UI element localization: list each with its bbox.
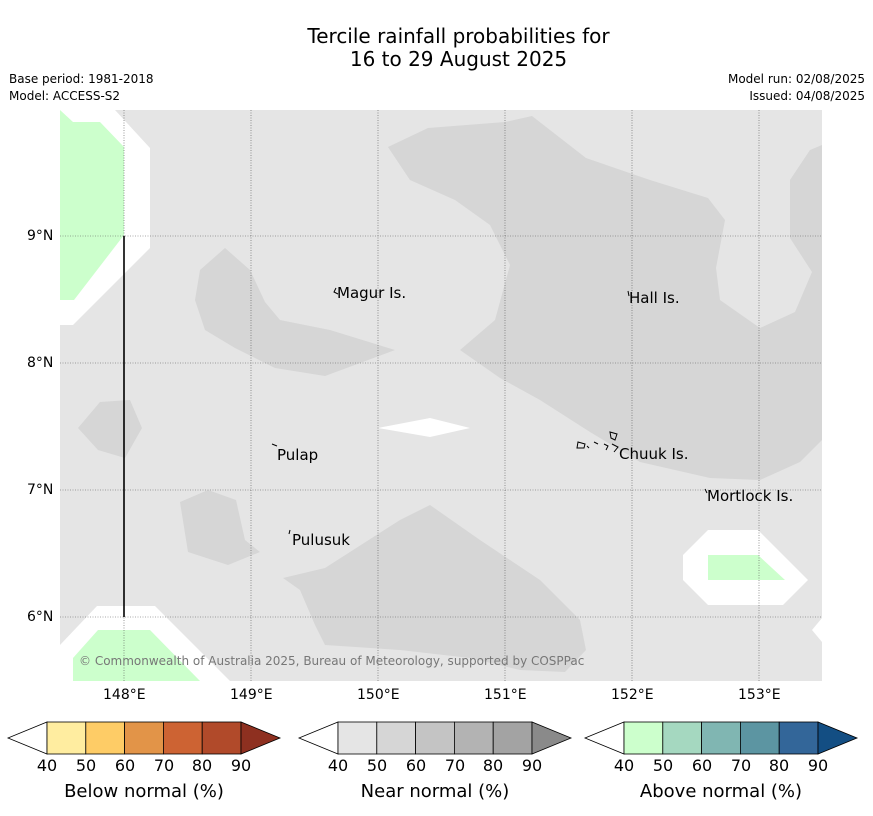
y-tick-8n: 8°N <box>27 355 54 371</box>
place-label-magur: Magur Is. <box>337 284 407 302</box>
map-title-line2: 16 to 29 August 2025 <box>349 47 568 71</box>
cb-below-title: Below normal (%) <box>64 781 224 802</box>
cb-near-segment-1 <box>376 721 416 755</box>
cb-near-tick-70: 70 <box>444 756 466 775</box>
colorbar-above-normal <box>583 721 859 755</box>
cb-above-extend-low <box>583 721 625 755</box>
x-tick-151: 151°E <box>484 687 527 703</box>
cb-below-segment-4 <box>201 721 242 755</box>
x-tick-149: 149°E <box>230 687 273 703</box>
cb-above-extend-high <box>817 721 859 755</box>
island-outlines <box>271 287 708 535</box>
model-text: Model: ACCESS-S2 <box>9 89 121 103</box>
cb-near-tick-90: 90 <box>521 756 543 775</box>
cb-below-tick-90: 90 <box>230 756 252 775</box>
cb-near-tick-80: 80 <box>482 756 504 775</box>
cb-below-extend-high <box>240 721 282 755</box>
cb-above-tick-40: 40 <box>613 756 635 775</box>
cb-near-extend-low <box>297 721 339 755</box>
place-label-hall: Hall Is. <box>629 289 680 307</box>
y-tick-9n: 9°N <box>27 228 54 244</box>
cb-above-tick-70: 70 <box>730 756 752 775</box>
cb-above-tick-50: 50 <box>652 756 674 775</box>
x-tick-148: 148°E <box>103 687 146 703</box>
cb-below-tick-50: 50 <box>75 756 97 775</box>
place-label-mortlock: Mortlock Is. <box>707 487 794 505</box>
model-run-text: Model run: 02/08/2025 <box>727 72 865 86</box>
cb-near-segment-3 <box>453 721 494 755</box>
x-tick-152: 152°E <box>611 687 654 703</box>
near-normal-50-region-hall <box>622 325 660 360</box>
cb-above-title: Above normal (%) <box>639 781 803 802</box>
y-tick-7n: 7°N <box>27 482 54 498</box>
low-probability-zone-center <box>378 418 470 437</box>
colorbars <box>6 721 859 755</box>
near-normal-50-region-west <box>78 400 142 458</box>
cb-near-extend-high <box>531 721 573 755</box>
cb-near-tick-40: 40 <box>327 756 349 775</box>
place-label-chuuk: Chuuk Is. <box>619 445 689 463</box>
cb-below-tick-70: 70 <box>153 756 175 775</box>
cb-below-segment-1 <box>85 721 126 755</box>
base-period-text: Base period: 1981-2018 <box>9 72 154 86</box>
cb-near-segment-4 <box>492 721 533 755</box>
x-tick-150: 150°E <box>357 687 400 703</box>
issued-text: Issued: 04/08/2025 <box>749 89 865 103</box>
cb-above-segment-2 <box>701 721 741 755</box>
low-probability-zone-east-edge <box>812 618 822 642</box>
cb-above-tick-90: 90 <box>807 756 829 775</box>
place-label-pulusuk: Pulusuk <box>292 531 350 549</box>
cb-above-tick-80: 80 <box>768 756 790 775</box>
above-normal-40-region-south-west <box>73 630 200 681</box>
cb-near-segment-2 <box>415 721 455 755</box>
cb-above-segment-4 <box>778 721 819 755</box>
above-normal-40-region-south-east <box>708 555 785 580</box>
place-label-pulap: Pulap <box>277 446 319 464</box>
cb-below-tick-60: 60 <box>114 756 136 775</box>
cb-near-title: Near normal (%) <box>360 781 510 802</box>
x-tick-153: 153°E <box>738 687 781 703</box>
near-normal-50-region-south <box>283 505 586 672</box>
cb-near-segment-0 <box>337 721 378 755</box>
cb-above-segment-0 <box>623 721 664 755</box>
cb-below-extend-low <box>6 721 48 755</box>
cb-near-tick-60: 60 <box>405 756 427 775</box>
near-normal-50-region-east <box>388 116 822 480</box>
colorbar-near-normal <box>297 721 573 755</box>
copyright-text: © Commonwealth of Australia 2025, Bureau… <box>79 654 585 668</box>
cb-near-tick-50: 50 <box>366 756 388 775</box>
cb-below-tick-40: 40 <box>36 756 58 775</box>
colorbar-below-normal <box>6 721 282 755</box>
map-title-line1: Tercile rainfall probabilities for <box>307 24 610 48</box>
cb-below-segment-0 <box>46 721 87 755</box>
near-normal-50-region-center <box>195 248 395 376</box>
cb-below-tick-80: 80 <box>191 756 213 775</box>
cb-below-segment-3 <box>162 721 203 755</box>
y-tick-6n: 6°N <box>27 609 54 625</box>
above-normal-40-region-north-west <box>60 110 124 300</box>
cb-above-tick-60: 60 <box>691 756 713 775</box>
near-normal-50-region-south-west <box>180 490 260 565</box>
cb-above-segment-3 <box>740 721 780 755</box>
cb-below-segment-2 <box>124 721 164 755</box>
cb-above-segment-1 <box>662 721 702 755</box>
